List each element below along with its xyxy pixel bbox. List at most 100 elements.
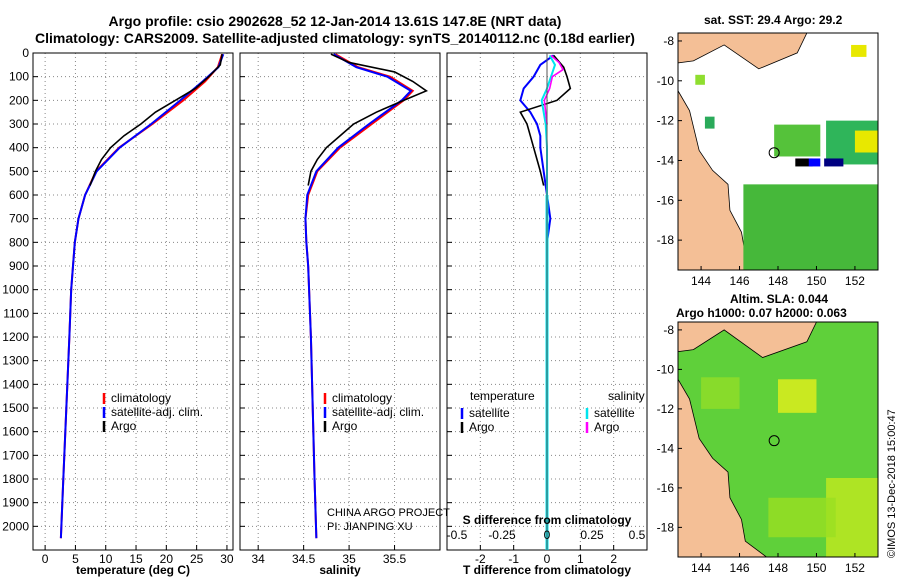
sla_map-lon-label: 148 — [768, 561, 788, 575]
salinity-x-tick-label: 34.5 — [292, 552, 316, 566]
depth-tick-label: 1000 — [2, 283, 29, 297]
depth-tick-label: 600 — [9, 188, 29, 202]
sla-patch — [701, 377, 740, 409]
sst-cool-patch — [824, 158, 844, 167]
depth-tick-label: 900 — [9, 259, 29, 273]
sla_map-lon-label: 150 — [806, 561, 826, 575]
temperature-legend-label: Argo — [111, 419, 137, 433]
sst_map-field — [677, 32, 878, 271]
depth-tick-label: 1700 — [2, 448, 29, 462]
salinity-series-climatology — [304, 53, 415, 539]
sla_map-argo-marker — [768, 435, 780, 447]
difference-top-xlabel: S difference from climatology — [463, 513, 632, 527]
depth-tick-label: 200 — [9, 93, 29, 107]
temperature-series-argo — [89, 54, 223, 186]
temperature-x-tick-label: 30 — [220, 552, 234, 566]
salinity-x-tick-label: 34 — [252, 552, 266, 566]
difference-legend-label-temperature: Argo — [469, 420, 495, 434]
difference-legend-label-salinity: Argo — [594, 420, 620, 434]
sst-warm-patch — [851, 44, 867, 57]
temperature-x-tick-label: 0 — [42, 552, 49, 566]
sla_map-lon-label: 144 — [691, 561, 711, 575]
sla_map-field — [677, 321, 878, 558]
sla-map-label-1: Altim. SLA: 0.044 — [730, 292, 829, 306]
difference-series-s-argo — [543, 54, 565, 125]
sst_map-lat-label: -16 — [657, 193, 675, 207]
sla_map-land-png — [677, 321, 818, 358]
project-credit-line2: PI: JIANPING XU — [327, 521, 413, 533]
sst_map-lon-label: 146 — [730, 274, 750, 288]
depth-tick-label: 1400 — [2, 377, 29, 391]
depth-tick-label: 1200 — [2, 330, 29, 344]
salinity-x-tick-label: 35 — [342, 552, 356, 566]
difference-top-tick-label: -0.5 — [447, 528, 468, 542]
depth-tick-label: 1100 — [3, 306, 29, 320]
depth-tick-label: 0 — [22, 46, 29, 60]
sst_map-lat-label: -14 — [657, 153, 675, 167]
salinity-series-satellite-adj-clim- — [304, 53, 413, 539]
difference-xlabel: T difference from climatology — [463, 563, 631, 577]
temperature-legend-label: climatology — [111, 391, 171, 405]
sst-cool-patch — [795, 158, 813, 167]
sla_map-lon-label: 152 — [845, 561, 865, 575]
sst_map-lat-label: -10 — [657, 74, 675, 88]
temperature-xlabel: temperature (deg C) — [76, 563, 190, 577]
sst-cool-patch — [808, 158, 821, 167]
difference-x-tick-label: -2 — [475, 552, 486, 566]
sla_map-lat-label: -8 — [663, 323, 674, 337]
depth-tick-label: 1300 — [2, 354, 29, 368]
depth-tick-label: 1900 — [2, 496, 29, 510]
sst-patch — [695, 74, 705, 85]
sst_map-lon-label: 144 — [691, 274, 711, 288]
project-credit-line1: CHINA ARGO PROJECT — [327, 507, 450, 519]
depth-tick-label: 700 — [9, 212, 29, 226]
salinity-legend-label: Argo — [332, 419, 358, 433]
salinity-legend-label: climatology — [332, 391, 392, 405]
figure-title-line1: Argo profile: csio 2902628_52 12-Jan-201… — [108, 13, 562, 29]
temperature-series-climatology — [59, 53, 224, 539]
salinity-axes-box — [239, 52, 441, 551]
difference-legend-title-salinity: salinity — [608, 389, 645, 403]
temperature-x-tick-label: 15 — [129, 552, 143, 566]
depth-tick-label: 300 — [9, 117, 29, 131]
difference-x-tick-label: 1 — [577, 552, 584, 566]
sla_map-lat-label: -14 — [657, 441, 675, 455]
difference-legend-label-temperature: satellite — [469, 406, 510, 420]
sst_map-lat-label: -12 — [657, 114, 675, 128]
salinity-legend-label: satellite-adj. clim. — [332, 405, 424, 419]
temperature-x-tick-label: 10 — [99, 552, 113, 566]
sst-patch — [774, 124, 821, 157]
salinity-grid — [240, 52, 440, 550]
sst_map-lat-label: -18 — [657, 233, 675, 247]
sla_map-lat-label: -16 — [657, 481, 675, 495]
difference-legend-label-salinity: satellite — [594, 406, 635, 420]
depth-tick-label: 2000 — [2, 519, 29, 533]
sla-patch — [768, 497, 836, 538]
sst_map-lon-label: 148 — [768, 274, 788, 288]
depth-tick-label: 1800 — [2, 472, 29, 486]
temperature-grid — [33, 52, 233, 550]
temperature-legend-label: satellite-adj. clim. — [111, 405, 203, 419]
sst-patch — [704, 116, 715, 129]
difference-legend-title-temperature: temperature — [470, 389, 535, 403]
sst_map-land-png — [677, 32, 808, 70]
sst-map-label: sat. SST: 29.4 Argo: 29.2 — [704, 13, 843, 27]
temperature-x-tick-label: 25 — [190, 552, 204, 566]
difference-top-tick-label: -0.25 — [488, 528, 516, 542]
salinity-xlabel: salinity — [319, 563, 361, 577]
sst_map-lon-label: 150 — [806, 274, 826, 288]
sla_map-lat-label: -18 — [657, 520, 675, 534]
depth-tick-label: 400 — [9, 141, 29, 155]
difference-x-tick-label: 0 — [544, 552, 551, 566]
sla_map-lon-label: 146 — [730, 561, 750, 575]
temperature-x-tick-label: 5 — [72, 552, 79, 566]
depth-tick-label: 100 — [9, 70, 29, 84]
sla_map-lat-label: -12 — [657, 402, 675, 416]
depth-tick-label: 800 — [9, 235, 29, 249]
sst-patch — [743, 184, 878, 270]
difference-series-t-argo — [519, 54, 572, 186]
sst_map-argo-marker — [768, 147, 780, 159]
figure-title-line2: Climatology: CARS2009. Satellite-adjuste… — [35, 30, 635, 46]
depth-tick-label: 1500 — [2, 401, 29, 415]
